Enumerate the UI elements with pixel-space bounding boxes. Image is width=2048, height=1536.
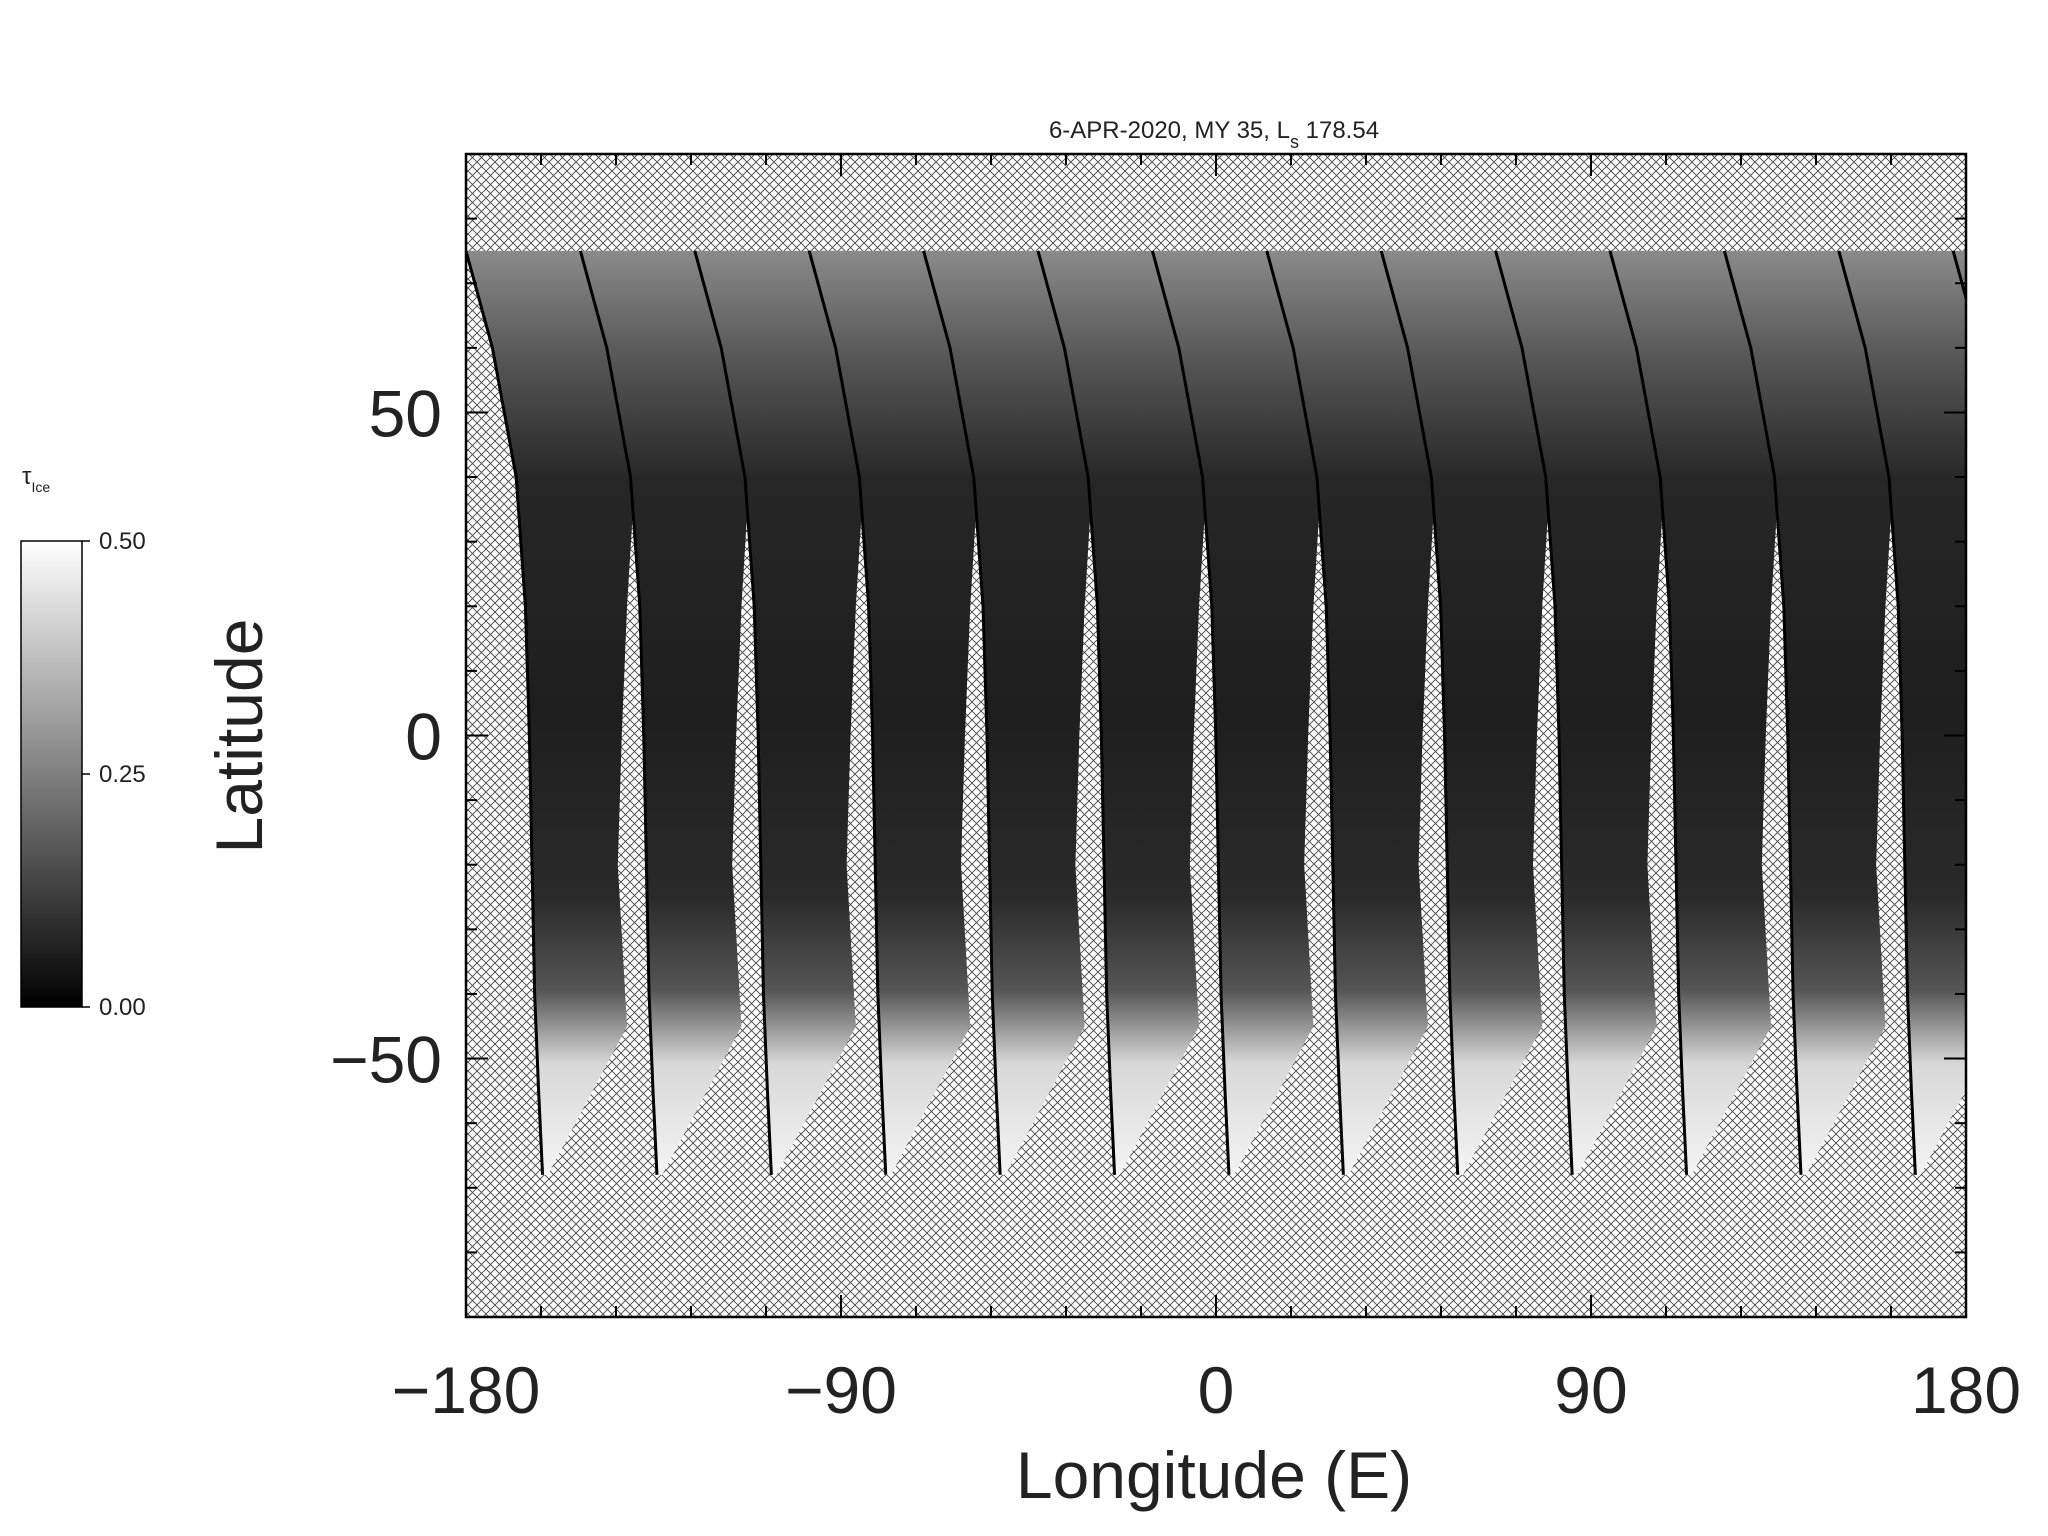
- swath-edge: [693, 250, 773, 1175]
- swath-edge: [578, 250, 659, 1175]
- swath-edge: [1837, 250, 1917, 1175]
- y-axis-label: Latitude: [202, 619, 276, 854]
- observation-swath: [1381, 250, 1553, 1175]
- x-tick-label: −90: [785, 1353, 897, 1427]
- swath-edge: [466, 250, 545, 1175]
- observation-swath: [809, 250, 981, 1175]
- y-tick-label: 50: [369, 376, 442, 450]
- observation-swath: [1953, 250, 1966, 298]
- x-tick-label: 180: [1911, 1353, 2021, 1427]
- observation-swath: [1724, 250, 1896, 1175]
- map-area: [466, 154, 1966, 1317]
- observation-swath: [1610, 250, 1782, 1175]
- y-tick-label: −50: [330, 1023, 442, 1097]
- swath-edge: [1379, 250, 1460, 1175]
- colorbar-symbol: τ: [22, 463, 32, 490]
- observation-swath: [1038, 250, 1210, 1175]
- colorbar-subscript: Ice: [31, 479, 50, 495]
- observation-swath: [1266, 250, 1439, 1175]
- colorbar-label: τIce: [22, 463, 50, 495]
- colorbar-tick-label: 0.25: [99, 761, 146, 788]
- x-tick-label: −180: [392, 1353, 541, 1427]
- colorbar: [20, 540, 83, 1008]
- title-text: 178.54: [1299, 117, 1379, 144]
- swath-edge: [1265, 250, 1345, 1175]
- swath-edge: [1608, 250, 1689, 1175]
- swath-edge: [922, 250, 1002, 1175]
- title-text: 6-APR-2020, MY 35, L: [1049, 117, 1290, 144]
- colorbar-tick-label: 0.50: [99, 528, 146, 555]
- swath-edge: [1036, 250, 1117, 1175]
- x-axis-label: Longitude (E): [1016, 1438, 1412, 1512]
- observation-swath: [466, 250, 638, 1175]
- x-tick-label: 90: [1554, 1353, 1627, 1427]
- y-tick-label: 0: [405, 700, 442, 774]
- colorbar-tick-label: 0.00: [99, 994, 146, 1021]
- observation-swath: [923, 250, 1096, 1175]
- swath-edge: [1150, 250, 1231, 1175]
- swath-edge: [807, 250, 888, 1175]
- swath-edge: [1494, 250, 1574, 1175]
- observation-swath: [694, 250, 867, 1175]
- title-subscript: s: [1290, 132, 1299, 152]
- chart-title: 6-APR-2020, MY 35, Ls 178.54: [1049, 117, 1379, 152]
- observation-swath: [1152, 250, 1324, 1175]
- x-tick-label: 0: [1198, 1353, 1235, 1427]
- swath-edge: [1722, 250, 1803, 1175]
- observation-swath: [580, 250, 752, 1175]
- observation-swath: [1495, 250, 1668, 1175]
